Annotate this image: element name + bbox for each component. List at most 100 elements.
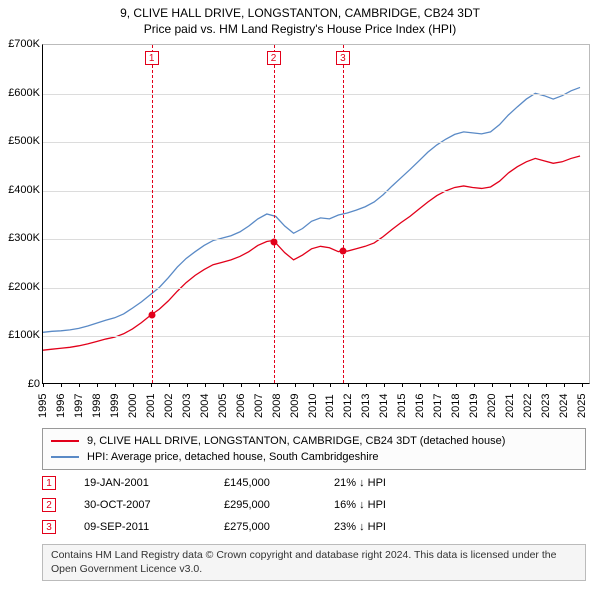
event-vline: [274, 45, 275, 383]
y-axis-label: £400K: [0, 184, 40, 196]
legend-swatch-property: [51, 440, 79, 442]
x-axis-label: 2021: [504, 394, 516, 418]
y-axis-label: £300K: [0, 232, 40, 244]
x-axis-label: 2022: [522, 394, 534, 418]
gridline: [43, 239, 589, 240]
x-tick: [438, 383, 439, 387]
x-axis-label: 1998: [91, 394, 103, 418]
x-tick: [313, 383, 314, 387]
event-price-1: £145,000: [224, 477, 334, 489]
x-tick: [456, 383, 457, 387]
event-date-1: 19-JAN-2001: [84, 477, 224, 489]
x-tick: [420, 383, 421, 387]
x-tick: [241, 383, 242, 387]
event-box-chart: 1: [145, 51, 159, 65]
sale-dot: [148, 311, 155, 318]
event-compare-1: 21% ↓ HPI: [334, 477, 454, 489]
gridline: [43, 94, 589, 95]
x-tick: [43, 383, 44, 387]
x-axis-label: 2023: [540, 394, 552, 418]
event-vline: [343, 45, 344, 383]
x-axis-label: 2006: [235, 394, 247, 418]
x-tick: [546, 383, 547, 387]
event-date-2: 30-OCT-2007: [84, 499, 224, 511]
x-axis-label: 2019: [468, 394, 480, 418]
x-tick: [259, 383, 260, 387]
x-tick: [97, 383, 98, 387]
y-axis-label: £200K: [0, 281, 40, 293]
title-line-1: 9, CLIVE HALL DRIVE, LONGSTANTON, CAMBRI…: [0, 6, 600, 22]
event-vline: [152, 45, 153, 383]
footer-attribution: Contains HM Land Registry data © Crown c…: [42, 544, 586, 581]
series-line-property: [43, 156, 580, 350]
x-tick: [151, 383, 152, 387]
x-axis-label: 2016: [414, 394, 426, 418]
x-tick: [474, 383, 475, 387]
x-tick: [205, 383, 206, 387]
gridline: [43, 191, 589, 192]
event-marker-3: 3: [42, 520, 56, 534]
x-axis-label: 2009: [289, 394, 301, 418]
x-tick: [528, 383, 529, 387]
x-tick: [402, 383, 403, 387]
x-axis-label: 2002: [163, 394, 175, 418]
legend-box: 9, CLIVE HALL DRIVE, LONGSTANTON, CAMBRI…: [42, 428, 586, 470]
x-axis-label: 2012: [342, 394, 354, 418]
sale-dot: [270, 238, 277, 245]
x-axis-label: 2013: [360, 394, 372, 418]
x-axis-label: 2007: [253, 394, 265, 418]
x-axis-label: 2020: [486, 394, 498, 418]
event-row-2: 2 30-OCT-2007 £295,000 16% ↓ HPI: [42, 494, 586, 516]
y-axis-label: £600K: [0, 87, 40, 99]
x-tick: [223, 383, 224, 387]
x-tick: [582, 383, 583, 387]
x-axis-label: 2003: [181, 394, 193, 418]
x-axis-label: 2014: [378, 394, 390, 418]
y-axis-label: £700K: [0, 38, 40, 50]
chart-lines-svg: [43, 45, 589, 383]
x-axis-label: 2010: [307, 394, 319, 418]
x-tick: [295, 383, 296, 387]
event-date-3: 09-SEP-2011: [84, 521, 224, 533]
gridline: [43, 142, 589, 143]
event-marker-2: 2: [42, 498, 56, 512]
x-axis-label: 2008: [271, 394, 283, 418]
x-tick: [492, 383, 493, 387]
event-price-3: £275,000: [224, 521, 334, 533]
event-box-chart: 2: [267, 51, 281, 65]
event-box-chart: 3: [336, 51, 350, 65]
x-axis-label: 2025: [576, 394, 588, 418]
x-tick: [169, 383, 170, 387]
legend-item-hpi: HPI: Average price, detached house, Sout…: [51, 449, 577, 465]
x-axis-labels: 1995199619971998199920002001200220032004…: [42, 388, 590, 426]
x-tick: [366, 383, 367, 387]
x-axis-label: 2005: [217, 394, 229, 418]
x-tick: [330, 383, 331, 387]
title-line-2: Price paid vs. HM Land Registry's House …: [0, 22, 600, 38]
event-price-2: £295,000: [224, 499, 334, 511]
gridline: [43, 288, 589, 289]
x-axis-label: 2018: [450, 394, 462, 418]
x-tick: [79, 383, 80, 387]
event-row-1: 1 19-JAN-2001 £145,000 21% ↓ HPI: [42, 472, 586, 494]
gridline: [43, 336, 589, 337]
x-axis-label: 2001: [145, 394, 157, 418]
event-marker-1: 1: [42, 476, 56, 490]
x-tick: [115, 383, 116, 387]
chart-title: 9, CLIVE HALL DRIVE, LONGSTANTON, CAMBRI…: [0, 0, 600, 37]
sale-dot: [339, 248, 346, 255]
series-line-hpi: [43, 87, 580, 332]
legend-label-hpi: HPI: Average price, detached house, Sout…: [87, 451, 378, 463]
x-tick: [187, 383, 188, 387]
x-axis-label: 1995: [37, 394, 49, 418]
chart-plot-area: 1 2 3: [42, 44, 590, 384]
x-axis-label: 2000: [127, 394, 139, 418]
x-axis-label: 2015: [396, 394, 408, 418]
x-axis-label: 1997: [73, 394, 85, 418]
event-table: 1 19-JAN-2001 £145,000 21% ↓ HPI 2 30-OC…: [42, 472, 586, 538]
x-axis-label: 1999: [109, 394, 121, 418]
x-axis-label: 2017: [432, 394, 444, 418]
x-axis-label: 1996: [55, 394, 67, 418]
y-axis-label: £100K: [0, 329, 40, 341]
legend-label-property: 9, CLIVE HALL DRIVE, LONGSTANTON, CAMBRI…: [87, 435, 505, 447]
